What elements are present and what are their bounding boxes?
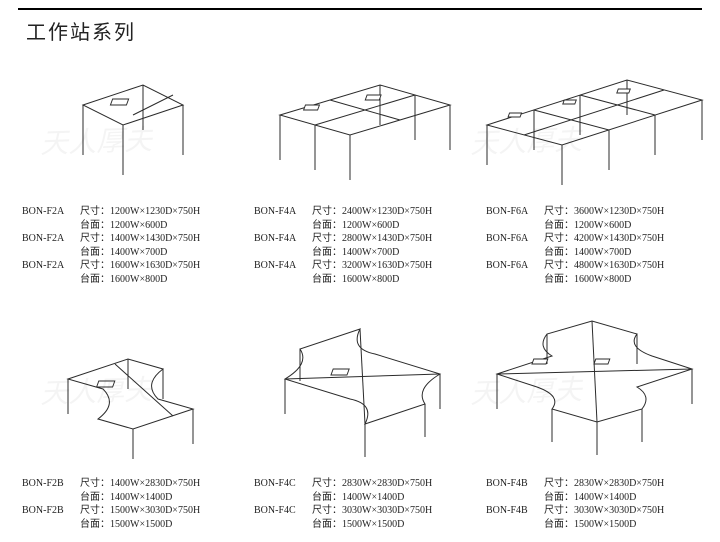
product-diagram: [476, 47, 708, 203]
spec-block: BON-F4B尺寸：2830W×2830D×750H 台面：1400W×1400…: [476, 475, 708, 537]
divider: [18, 8, 702, 10]
product-cell: BON-F4A尺寸：2400W×1230D×750H 台面：1200W×600D…: [244, 47, 476, 292]
product-diagram: [244, 47, 476, 203]
product-grid: BON-F2A尺寸：1200W×1230D×750H 台面：1200W×600D…: [12, 47, 708, 537]
spec-block: BON-F4C尺寸：2830W×2830D×750H 台面：1400W×1400…: [244, 475, 476, 537]
top-label: 台面：: [80, 219, 110, 233]
spec-block: BON-F4A尺寸：2400W×1230D×750H 台面：1200W×600D…: [244, 203, 476, 292]
product-cell: BON-F4C尺寸：2830W×2830D×750H 台面：1400W×1400…: [244, 292, 476, 537]
product-cell: BON-F4B尺寸：2830W×2830D×750H 台面：1400W×1400…: [476, 292, 708, 537]
spec-block: BON-F2B尺寸：1400W×2830D×750H 台面：1400W×1400…: [12, 475, 244, 537]
product-cell: BON-F2A尺寸：1200W×1230D×750H 台面：1200W×600D…: [12, 47, 244, 292]
top-value: 1200W×600D: [110, 219, 167, 233]
product-cell: BON-F2B尺寸：1400W×2830D×750H 台面：1400W×1400…: [12, 292, 244, 537]
spec-block: BON-F2A尺寸：1200W×1230D×750H 台面：1200W×600D…: [12, 203, 244, 292]
product-diagram: [476, 292, 708, 475]
model-code: BON-F2A: [22, 205, 80, 219]
page-title: 工作站系列: [26, 16, 708, 45]
size-value: 1200W×1230D×750H: [110, 205, 200, 219]
size-label: 尺寸：: [80, 205, 110, 219]
product-cell: BON-F6A尺寸：3600W×1230D×750H 台面：1200W×600D…: [476, 47, 708, 292]
model-code: BON-F2A: [22, 259, 80, 273]
product-diagram: [244, 292, 476, 475]
model-code: BON-F2A: [22, 232, 80, 246]
product-diagram: [12, 292, 244, 475]
spec-block: BON-F6A尺寸：3600W×1230D×750H 台面：1200W×600D…: [476, 203, 708, 292]
product-diagram: [12, 47, 244, 203]
